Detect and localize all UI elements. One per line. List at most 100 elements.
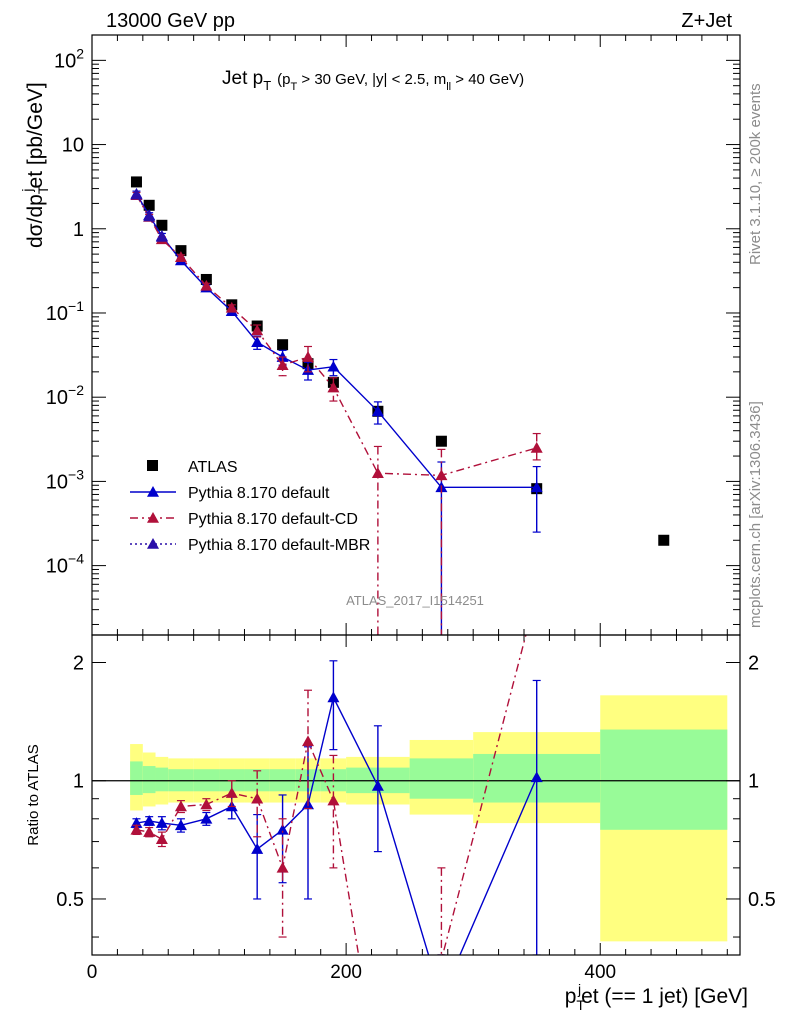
x-tick-label-2: 400 bbox=[584, 962, 616, 983]
pythia-8-170-default-cd-point-9 bbox=[327, 381, 340, 393]
plot-title: Jet pT (pT > 30 GeV, |y| < 2.5, mll > 40 … bbox=[222, 68, 524, 93]
pythia-8-170-default-cd-point-8 bbox=[302, 351, 314, 362]
atlas-point-4 bbox=[200, 273, 212, 285]
x-axis-label-sub: T bbox=[576, 997, 585, 1013]
pythia-8-170-default-cd-ratio-point-2 bbox=[155, 833, 168, 844]
main-plot-area bbox=[130, 176, 670, 635]
main-y-tick-label-4: 10−2 bbox=[46, 382, 84, 409]
ratio-y-tick-label-left-0: 0.5 bbox=[56, 889, 84, 911]
atlas-point-13 bbox=[658, 534, 670, 546]
ratio-band-green-11 bbox=[409, 758, 474, 799]
plot-title-main-sub: T bbox=[263, 78, 271, 93]
main-y-tick-label-6: 10−4 bbox=[46, 551, 84, 578]
x-tick-label-1: 200 bbox=[330, 962, 362, 983]
pythia-8-170-default-ratio-point-2 bbox=[155, 817, 168, 828]
main-y-tick-label-2: 1 bbox=[73, 219, 84, 241]
pythia-8-170-default-ratio-point-9 bbox=[327, 691, 340, 703]
ratio-band-green-2 bbox=[155, 767, 169, 792]
pythia-8-170-default-mbr-point-0 bbox=[130, 188, 143, 200]
pythia-8-170-default-cd-point-6 bbox=[251, 324, 264, 336]
ratio-frame bbox=[91, 634, 741, 956]
pythia-8-170-default-cd-ratio-point-7 bbox=[276, 861, 289, 873]
analysis-id-label: ATLAS_2017_I1514251 bbox=[346, 593, 484, 608]
atlas-point-0 bbox=[130, 176, 142, 188]
legend-label-pythia-8-170-default-cd: Pythia 8.170 default-CD bbox=[188, 511, 358, 528]
x-tick-label-0: 0 bbox=[87, 962, 98, 983]
pythia-8-170-default-cd-point-4 bbox=[200, 279, 213, 291]
pythia-8-170-default-mbr-point-2 bbox=[155, 230, 168, 242]
pythia-8-170-default-cd-ratio-point-8 bbox=[302, 735, 314, 747]
ratio-band-green-0 bbox=[130, 761, 143, 795]
pythia-8-170-default-cd-point-11 bbox=[435, 469, 448, 481]
main-y-axis-label-a: dσ/dp bbox=[24, 194, 47, 248]
main-y-tick-label-5: 10−3 bbox=[46, 466, 84, 493]
main-y-axis-label: dσ/dpTjet [pb/GeV] bbox=[19, 82, 51, 248]
pythia-8-170-default-point-10 bbox=[371, 405, 384, 417]
x-axis-label-rest: et (== 1 jet) [GeV] bbox=[581, 985, 748, 1008]
legend: ATLAS Pythia 8.170 default Pythia 8.170 de… bbox=[130, 459, 370, 554]
pythia-8-170-default-ratio-point-1 bbox=[143, 814, 156, 826]
pythia-8-170-default-cd-ratio-point-6 bbox=[251, 792, 264, 804]
mcplots-label: mcplots.cern.ch [arXiv:1306.3436] bbox=[747, 401, 764, 628]
ratio-y-axis-label: Ratio to ATLAS bbox=[25, 744, 42, 845]
pythia-8-170-default-ratio-point-6 bbox=[251, 843, 264, 854]
plot-title-cuts-b: > 30 GeV, |y| < 2.5, m bbox=[297, 71, 446, 88]
plot-title-main: Jet p bbox=[222, 68, 263, 89]
plot-title-cuts-a-sub: T bbox=[291, 81, 298, 93]
atlas-point-2 bbox=[156, 219, 168, 231]
axes-frames bbox=[91, 34, 741, 956]
ratio-y-tick-label-left-2: 2 bbox=[73, 653, 84, 675]
atlas-point-7 bbox=[277, 339, 289, 351]
ratio-plot-area bbox=[92, 635, 740, 955]
x-axis-label: pTjet (== 1 jet) [GeV] bbox=[565, 981, 748, 1013]
rivet-version-label: Rivet 3.1.10, ≥ 200k events bbox=[747, 83, 764, 265]
x-axis-label-a: p bbox=[565, 985, 577, 1008]
main-y-tick-label-3: 10−1 bbox=[46, 298, 84, 325]
pythia-8-170-default-line bbox=[135, 193, 537, 489]
ratio-y-tick-label-left-1: 1 bbox=[73, 771, 84, 793]
x-axis-label-sup: j bbox=[577, 981, 581, 997]
legend-marker-atlas bbox=[147, 460, 158, 471]
header-right-label: Z+Jet bbox=[681, 10, 732, 32]
pythia-8-170-default-cd-ratio-point-1 bbox=[143, 826, 156, 837]
main-y-tick-label-0: 102 bbox=[54, 45, 84, 72]
legend-label-pythia-8-170-default: Pythia 8.170 default bbox=[188, 485, 330, 502]
pythia-8-170-default-ratio-point-12 bbox=[530, 771, 543, 783]
atlas-point-1 bbox=[143, 199, 155, 211]
pythia-8-170-default-cd-ratio-point-9 bbox=[327, 794, 340, 806]
ratio-uncertainty-bands bbox=[130, 695, 728, 942]
pythia-8-170-default-cd-point-5 bbox=[225, 301, 238, 313]
pythia-8-170-default-cd-ratio-point-5 bbox=[225, 787, 238, 798]
pythia-8-170-default-ratio-point-10 bbox=[371, 779, 384, 791]
pythia-8-170-default-cd-point-3 bbox=[174, 251, 187, 262]
pythia-8-170-default-cd-ratio-point-3 bbox=[174, 800, 187, 812]
axis-ticks: 0 200 400 102 10 1 10−1 10−2 10−3 10−4 0.5 0.5 1 1 2 2 bbox=[46, 34, 776, 983]
plot-title-cuts-b-sub: ll bbox=[446, 81, 451, 93]
ratio-y-tick-label-right-2: 2 bbox=[748, 653, 759, 675]
pythia-8-170-default-cd-point-10 bbox=[371, 467, 384, 479]
pythia-8-170-default-mbr-point-1 bbox=[143, 210, 156, 222]
ratio-y-tick-label-right-1: 1 bbox=[748, 771, 759, 793]
main-y-axis-label-sup: j bbox=[19, 188, 35, 192]
pythia-8-170-default-point-12 bbox=[530, 481, 543, 493]
pythia-8-170-default-cd-point-12 bbox=[530, 441, 543, 453]
legend-label-atlas: ATLAS bbox=[188, 459, 238, 476]
ratio-y-tick-label-right-0: 0.5 bbox=[748, 889, 776, 911]
legend-marker-pythia-8-170-default-mbr bbox=[147, 538, 159, 549]
pythia-8-170-default-ratio-point-4 bbox=[200, 812, 213, 824]
main-y-tick-label-1: 10 bbox=[62, 135, 84, 157]
pythia-8-170-default-cd-ratio-point-4 bbox=[200, 798, 213, 810]
main-y-axis-label-rest: et [pb/GeV] bbox=[24, 82, 47, 188]
pythia-8-170-default-cd-line bbox=[135, 194, 537, 477]
ratio-band-green-13 bbox=[600, 729, 728, 830]
pythia-8-170-default-ratio-point-3 bbox=[174, 819, 187, 831]
pythia-8-170-default-point-6 bbox=[251, 336, 264, 347]
legend-marker-pythia-8-170-default-cd bbox=[147, 512, 159, 523]
header-left-label: 13000 GeV pp bbox=[106, 10, 235, 32]
ratio-band-green-1 bbox=[142, 766, 156, 794]
legend-marker-pythia-8-170-default bbox=[147, 486, 159, 497]
atlas-point-3 bbox=[175, 245, 187, 257]
pythia-8-170-default-cd-ratio-point-0 bbox=[130, 823, 143, 835]
legend-label-pythia-8-170-default-mbr: Pythia 8.170 default-MBR bbox=[188, 537, 370, 554]
